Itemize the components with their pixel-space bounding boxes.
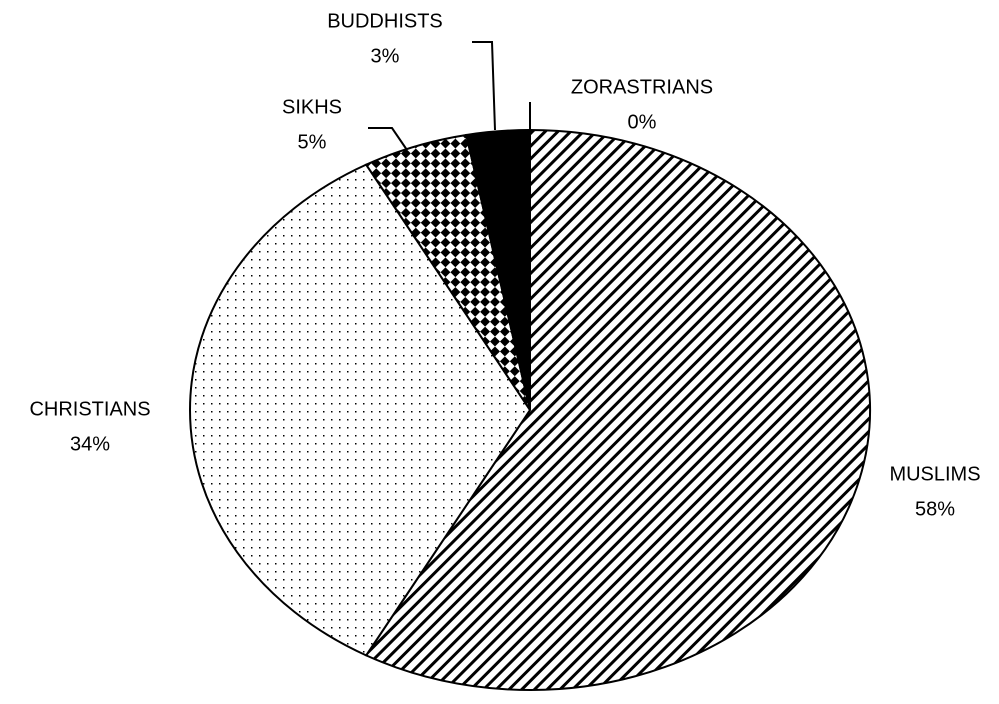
- slice-value-label: 34%: [70, 433, 110, 455]
- slice-label: BUDDHISTS: [327, 10, 443, 32]
- pie-slice: [189, 163, 532, 657]
- slice-label: ZORASTRIANS: [571, 76, 713, 98]
- pie-slice: [364, 128, 871, 691]
- slice-value-label: 3%: [371, 45, 400, 67]
- slice-label: MUSLIMS: [889, 463, 980, 485]
- slice-value-label: 0%: [628, 111, 657, 133]
- slice-value-label: 58%: [915, 498, 955, 520]
- leader-line: [368, 127, 408, 151]
- slice-label: CHRISTIANS: [29, 398, 150, 420]
- slice-label: SIKHS: [282, 96, 342, 118]
- leader-line: [472, 41, 496, 131]
- slice-value-label: 5%: [298, 131, 327, 153]
